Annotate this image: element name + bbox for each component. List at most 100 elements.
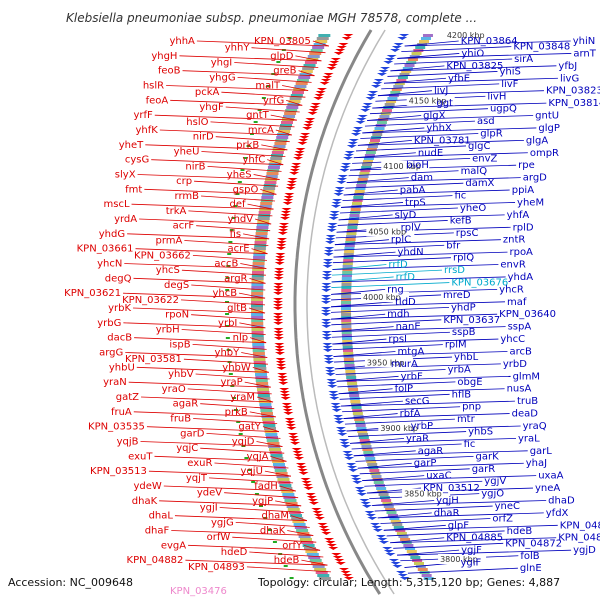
reverse-gene-arrow — [333, 415, 344, 418]
right-gene-label: rplV — [401, 222, 421, 233]
forward-gene-arrow — [273, 304, 284, 307]
inner-feature-block — [350, 208, 361, 211]
leader-line — [249, 277, 266, 284]
feature-block — [251, 289, 264, 292]
right-gene-label: rbfA — [400, 409, 421, 420]
leader-line — [332, 269, 443, 276]
topology-text: Topology: circular; Length: 5,315,120 bp… — [257, 576, 560, 589]
leader-line — [390, 537, 557, 544]
left-gene-label: exuR — [187, 458, 212, 469]
inner-feature-block — [405, 547, 416, 550]
left-gene-label: fruA — [111, 407, 132, 418]
inner-feature-block — [359, 172, 370, 175]
leader-line — [341, 202, 404, 208]
leader-line — [351, 443, 462, 450]
feature-block — [274, 142, 287, 145]
tick-mark — [226, 349, 231, 351]
tick-mark — [226, 265, 231, 267]
feature-block — [313, 43, 326, 46]
feature-block — [286, 106, 299, 109]
right-gene-label: argD — [523, 173, 547, 184]
forward-gene-arrow — [326, 544, 337, 547]
left-gene-label: rpoN — [165, 310, 189, 321]
right-gene-label: tldD — [395, 297, 416, 308]
leader-line — [364, 120, 475, 127]
leader-line — [137, 174, 280, 180]
leader-line — [377, 90, 544, 97]
leader-line — [219, 507, 304, 513]
reverse-gene-arrow — [323, 259, 334, 262]
feature-block — [301, 541, 314, 544]
right-gene-label: mtr — [457, 414, 476, 425]
kbp-label-bg — [444, 30, 493, 40]
left-gene-label: yraN — [103, 377, 127, 388]
leader-line — [340, 400, 515, 407]
left-gene-label: gntT — [246, 110, 270, 121]
leader-line — [357, 139, 412, 146]
leader-line — [337, 381, 456, 388]
reverse-gene-arrow — [339, 169, 350, 172]
leader-line — [303, 544, 321, 551]
inner-feature-block — [409, 55, 420, 58]
reverse-gene-arrow — [344, 457, 355, 460]
right-gene-label: arnT — [573, 48, 596, 59]
forward-gene-arrow — [286, 184, 297, 187]
reverse-gene-arrow — [329, 397, 340, 400]
forward-gene-arrow — [285, 421, 296, 424]
feature-block — [253, 256, 266, 259]
reverse-gene-arrow — [346, 145, 357, 148]
inner-feature-block — [341, 301, 352, 304]
leader-line — [154, 114, 297, 121]
reverse-gene-arrow — [328, 391, 339, 394]
right-gene-label: uxaA — [538, 471, 563, 482]
leader-line — [331, 326, 506, 333]
reverse-gene-arrow — [372, 529, 383, 532]
inner-feature-block — [360, 169, 371, 172]
tick-mark — [257, 109, 262, 111]
right-gene-label: dhaD — [548, 495, 575, 506]
genome-backbone — [293, 29, 395, 595]
reverse-gene-arrow — [328, 394, 339, 397]
reverse-gene-arrow — [321, 307, 332, 310]
left-gene-label: degQ — [105, 273, 132, 284]
right-gene-label: yhdA — [508, 272, 534, 283]
feature-block — [298, 535, 311, 538]
leader-line — [123, 322, 266, 329]
left-gene-label: ygjI — [200, 503, 218, 514]
reverse-gene-arrow — [327, 223, 338, 226]
tick-mark — [225, 301, 230, 303]
right-gene-label: rrfD — [388, 260, 408, 271]
tick-mark — [225, 277, 230, 279]
feature-block — [259, 406, 272, 409]
reverse-gene-arrow — [325, 238, 336, 241]
leader-line — [356, 145, 467, 152]
feature-block — [290, 514, 303, 517]
left-gene-label: yhfC — [242, 155, 265, 166]
leader-line — [380, 518, 491, 524]
inner-feature-block — [351, 202, 362, 205]
left-gene-label: orfW — [207, 532, 231, 543]
right-gene-label: ompR — [530, 148, 559, 159]
forward-gene-arrow — [317, 88, 328, 91]
leader-line — [334, 239, 501, 246]
left-gene-label: degS — [164, 280, 189, 291]
forward-gene-arrow — [309, 106, 320, 109]
feature-block — [270, 157, 283, 160]
forward-gene-arrow — [311, 508, 322, 511]
leader-line — [183, 358, 268, 365]
reverse-gene-arrow — [334, 421, 345, 424]
tick-mark — [229, 229, 234, 231]
tick-mark — [261, 97, 266, 99]
feature-block — [256, 226, 269, 229]
leader-line — [195, 373, 270, 380]
forward-gene-arrow — [343, 34, 354, 37]
right-gene-label: asd — [477, 116, 495, 127]
left-gene-label: KPN_03622 — [122, 295, 179, 306]
kbp-label-bg — [402, 488, 451, 499]
left-gene-label: crp — [176, 176, 192, 187]
forward-gene-arrow — [333, 52, 344, 55]
feature-tracks — [225, 34, 434, 580]
feature-block — [271, 154, 284, 157]
reverse-gene-arrow — [343, 154, 354, 157]
reverse-gene-arrow — [323, 355, 334, 358]
